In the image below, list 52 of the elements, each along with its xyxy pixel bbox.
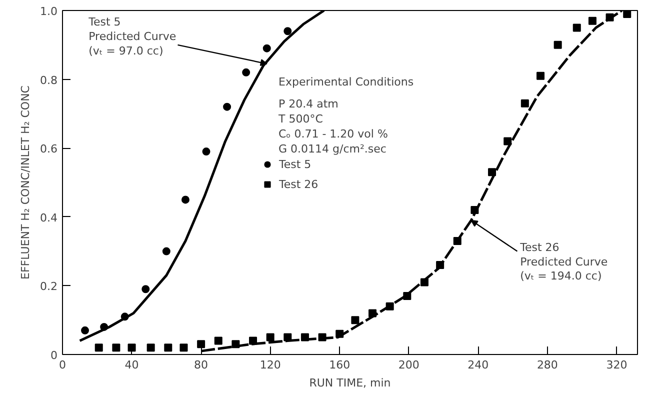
point <box>202 148 210 156</box>
y-tick-label: 0.4 <box>40 211 58 224</box>
annotation: Cₒ 0.71 - 1.20 vol % <box>278 128 388 140</box>
x-tick-label: 240 <box>468 358 489 372</box>
point <box>588 16 596 25</box>
point <box>164 344 172 352</box>
point <box>536 72 545 80</box>
x-tick-label: 0 <box>59 358 66 372</box>
point <box>284 27 292 36</box>
y-tick-label: 0.2 <box>40 280 58 294</box>
point <box>112 344 120 352</box>
point <box>81 326 90 334</box>
point <box>262 44 271 52</box>
point <box>504 137 512 146</box>
y-axis-title: EFFLUENT H₂ CONC/INLET H₂ CONC <box>19 85 32 280</box>
point <box>197 340 206 348</box>
x-tick-label: 320 <box>606 358 628 372</box>
point <box>180 344 188 352</box>
y-tick-label: 0.8 <box>40 74 58 87</box>
point <box>351 316 360 324</box>
annotation: T 500°C <box>278 112 324 126</box>
point <box>242 68 250 76</box>
point <box>554 40 562 49</box>
x-tick-label: 200 <box>398 358 420 372</box>
y-tick-label: 0 <box>50 349 58 362</box>
point <box>128 344 136 352</box>
y-tick-label: 1.0 <box>40 5 58 18</box>
point <box>223 102 232 111</box>
legend-label: Test 26 <box>279 177 318 191</box>
x-tick-label: 80 <box>194 358 208 372</box>
point <box>572 24 581 32</box>
x-tick-label: 120 <box>260 358 281 372</box>
point <box>162 247 170 256</box>
legend-label: Test 5 <box>279 157 312 171</box>
annotation: Test 5 Predicted Curve (vₜ = 97.0 cc) <box>88 16 176 58</box>
x-tick-label: 40 <box>124 358 139 372</box>
point <box>623 10 632 18</box>
annotation: Test 26 Predicted Curve (vₜ = 194.0 cc) <box>519 240 608 283</box>
annotation: G 0.0114 g/cm².sec <box>278 142 386 156</box>
point <box>94 344 103 352</box>
annotation: Experimental Conditions <box>278 76 414 88</box>
x-tick-label: 160 <box>329 358 350 372</box>
y-tick-label: 0.6 <box>40 142 58 156</box>
point <box>142 285 150 294</box>
point <box>520 99 529 108</box>
annotation: P 20.4 atm <box>278 98 338 110</box>
point <box>146 344 155 352</box>
point <box>181 196 190 204</box>
point <box>266 333 274 342</box>
x-axis-title: RUN TIME, min <box>309 376 391 390</box>
point <box>214 336 222 345</box>
x-tick-label: 280 <box>536 358 558 372</box>
